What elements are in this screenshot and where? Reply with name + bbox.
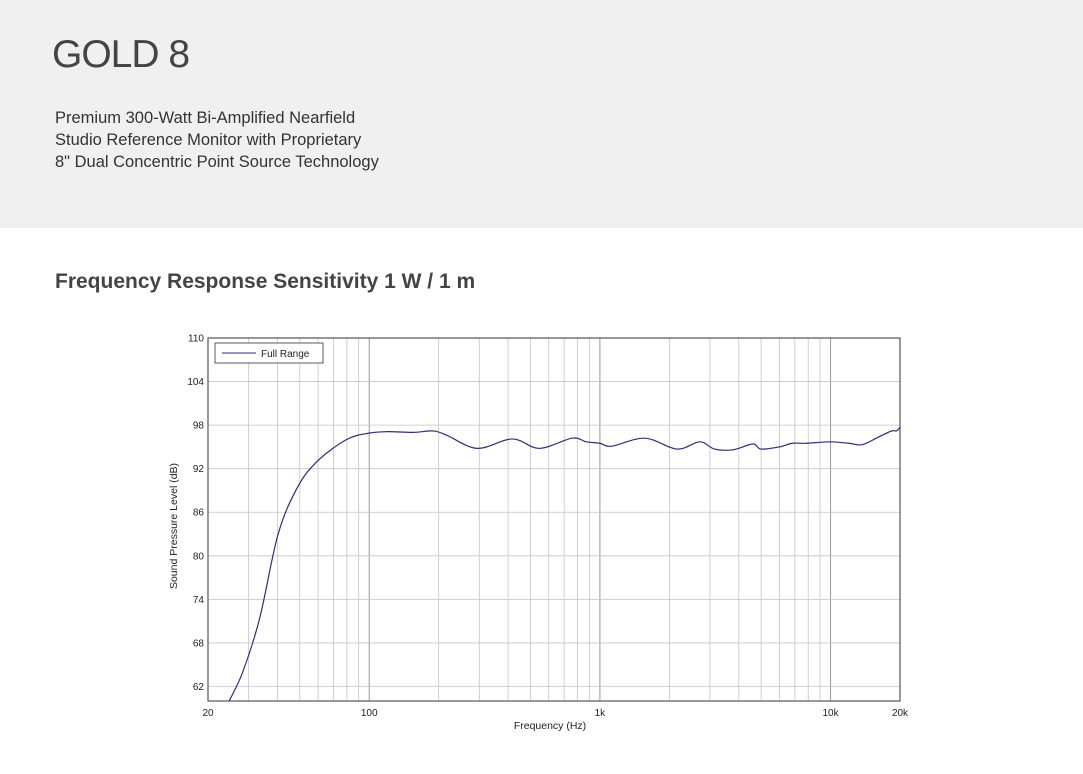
legend: Full Range xyxy=(214,342,324,364)
legend-box xyxy=(214,342,324,364)
y-tick-label: 86 xyxy=(193,508,205,519)
x-tick-label: 1k xyxy=(595,708,607,719)
y-tick-label: 62 xyxy=(193,682,205,693)
x-axis-label: Frequency (Hz) xyxy=(514,720,586,732)
header-banner: GOLD 8 Premium 300-Watt Bi-Amplified Nea… xyxy=(0,0,1083,228)
section-title: Frequency Response Sensitivity 1 W / 1 m xyxy=(55,270,476,293)
product-title: GOLD 8 xyxy=(52,33,190,76)
plot-frame xyxy=(207,337,901,702)
x-tick-label: 20k xyxy=(892,708,909,719)
product-subtitle: Premium 300-Watt Bi-Amplified Nearfield … xyxy=(55,107,475,173)
y-axis-label: Sound Pressure Level (dB) xyxy=(168,463,180,589)
series-line-full-range xyxy=(228,426,901,702)
y-tick-label: 80 xyxy=(193,551,205,562)
x-tick-label: 100 xyxy=(361,708,378,719)
tick-labels: 110 104 98 92 86 80 74 68 62 20 100 1k 10k 20k xyxy=(187,334,909,720)
legend-label: Full Range xyxy=(261,349,310,360)
subtitle-line: 8" Dual Concentric Point Source Technolo… xyxy=(55,153,379,171)
y-tick-label: 104 xyxy=(187,377,204,388)
subtitle-line: Studio Reference Monitor with Proprietar… xyxy=(55,131,362,149)
y-tick-label: 98 xyxy=(193,421,205,432)
y-tick-label: 110 xyxy=(188,334,204,345)
y-tick-label: 92 xyxy=(193,464,205,475)
subtitle-line: Premium 300-Watt Bi-Amplified Nearfield xyxy=(55,109,356,127)
y-tick-label: 68 xyxy=(193,638,205,649)
x-tick-label: 20 xyxy=(202,708,214,719)
x-tick-label: 10k xyxy=(822,708,839,719)
grid xyxy=(208,338,900,701)
y-tick-label: 74 xyxy=(193,595,205,606)
